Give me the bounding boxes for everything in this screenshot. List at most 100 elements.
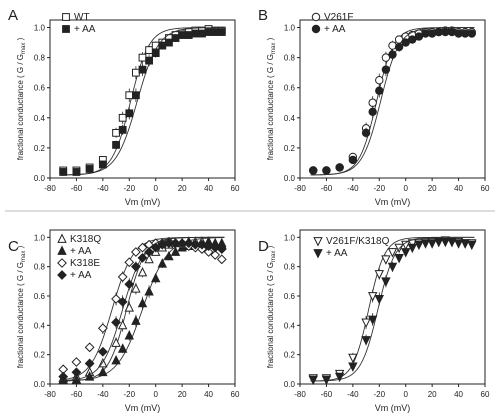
legend-marker bbox=[313, 237, 323, 247]
data-point bbox=[137, 267, 148, 277]
y-tick-label: 0.0 bbox=[34, 174, 46, 183]
legend-marker bbox=[62, 25, 70, 33]
data-point bbox=[112, 140, 120, 149]
data-point bbox=[125, 91, 134, 100]
x-tick-label: 40 bbox=[454, 390, 463, 399]
legend-marker bbox=[57, 270, 67, 280]
data-point bbox=[124, 257, 135, 268]
data-point bbox=[131, 315, 141, 325]
y-tick-label: 0.6 bbox=[34, 84, 46, 93]
data-point bbox=[427, 239, 437, 249]
data-point bbox=[467, 29, 476, 38]
data-point bbox=[151, 49, 160, 58]
data-point bbox=[85, 165, 94, 173]
y-tick-label: 0.8 bbox=[284, 263, 296, 272]
data-point bbox=[335, 163, 344, 172]
data-point bbox=[97, 346, 108, 357]
x-axis-label: Vm (mV) bbox=[125, 197, 161, 207]
x-tick-label: -40 bbox=[97, 390, 109, 399]
x-tick-label: -40 bbox=[347, 390, 359, 399]
data-point bbox=[460, 239, 470, 249]
data-point bbox=[97, 323, 108, 334]
data-point bbox=[118, 113, 127, 122]
data-point bbox=[144, 253, 154, 264]
plot-frame bbox=[299, 19, 486, 179]
panel-b: B -80 -60 -40 -20 0 20 40 60 0.0 0.2 0.4 0.6 0.8 1.0 Vm… bbox=[258, 7, 490, 207]
y-tick-label: 0.0 bbox=[284, 174, 296, 183]
data-point bbox=[131, 283, 141, 293]
legend-marker bbox=[311, 12, 321, 22]
data-point bbox=[183, 238, 194, 249]
data-point bbox=[334, 372, 345, 383]
data-point bbox=[138, 53, 147, 62]
legend-label: K318E bbox=[70, 258, 100, 269]
x-axis-label: Vm (mV) bbox=[375, 197, 411, 207]
data-point bbox=[58, 371, 69, 382]
data-point bbox=[191, 29, 200, 38]
data-point bbox=[124, 302, 134, 312]
data-point bbox=[117, 343, 128, 353]
data-point bbox=[130, 247, 141, 257]
data-point bbox=[467, 240, 477, 251]
data-point bbox=[171, 34, 180, 42]
data-point bbox=[157, 258, 168, 268]
data-point bbox=[145, 56, 154, 65]
data-point bbox=[361, 128, 371, 138]
data-point bbox=[447, 237, 457, 248]
plot-frame bbox=[299, 229, 486, 385]
x-tick-label: -60 bbox=[321, 184, 333, 193]
data-point bbox=[165, 38, 173, 47]
x-tick-label: -20 bbox=[124, 184, 136, 193]
data-point bbox=[124, 279, 135, 290]
panel-letter: D bbox=[258, 238, 269, 255]
data-point bbox=[124, 330, 134, 340]
data-point bbox=[137, 242, 148, 253]
y-tick-label: 0.0 bbox=[284, 380, 296, 389]
panel-a: A -80 -60 -40 -20 0 20 40 60 0.0 0.2 0.4 0.6 0.8 1.0 Vm… bbox=[8, 7, 240, 207]
data-point bbox=[407, 243, 418, 254]
panel-c: C -80 -60 -40 -20 0 20 40 60 0.0 0.2 0.4 0.6 0.8 1.0 Vm… bbox=[8, 229, 240, 413]
data-point bbox=[144, 247, 155, 257]
data-point bbox=[117, 296, 128, 307]
data-point bbox=[309, 166, 318, 175]
x-tick-label: -60 bbox=[321, 390, 333, 399]
data-point bbox=[381, 255, 391, 265]
data-point bbox=[322, 166, 331, 175]
y-tick-label: 0.8 bbox=[34, 54, 46, 63]
data-point bbox=[361, 318, 371, 328]
panel-letter: C bbox=[8, 238, 19, 255]
data-point bbox=[401, 248, 411, 258]
data-point bbox=[203, 241, 214, 252]
data-point bbox=[84, 342, 95, 353]
data-point bbox=[131, 91, 140, 100]
legend-marker bbox=[62, 13, 70, 21]
data-point bbox=[216, 244, 227, 254]
panel-d: D -80 -60 -40 -20 0 20 40 60 0.0 0.2 0.4 0.6 0.8 1.0 Vm… bbox=[258, 229, 490, 413]
data-point bbox=[434, 237, 444, 248]
legend-label: K318Q bbox=[70, 234, 101, 245]
x-tick-label: 0 bbox=[153, 184, 158, 193]
data-point bbox=[368, 107, 377, 116]
data-point bbox=[321, 375, 332, 386]
y-tick-label: 0.8 bbox=[34, 263, 46, 272]
legend-label: + AA bbox=[70, 246, 92, 257]
data-point bbox=[131, 68, 140, 77]
data-point bbox=[178, 31, 187, 39]
x-tick-label: 40 bbox=[204, 390, 213, 399]
legend-label: + AA bbox=[326, 248, 348, 259]
data-point bbox=[151, 272, 161, 283]
data-point bbox=[210, 250, 221, 260]
data-point bbox=[381, 277, 391, 287]
series-circle-open bbox=[309, 26, 476, 176]
data-point bbox=[137, 297, 148, 308]
data-point bbox=[144, 286, 154, 296]
y-tick-label: 0.6 bbox=[34, 292, 46, 301]
data-point bbox=[117, 272, 128, 282]
fit-curve bbox=[310, 236, 475, 382]
x-tick-label: 60 bbox=[481, 184, 490, 193]
panel-letter: B bbox=[258, 7, 268, 24]
data-point bbox=[125, 109, 134, 118]
x-tick-label: 20 bbox=[178, 390, 187, 399]
legend-marker bbox=[311, 24, 321, 34]
x-tick-label: -20 bbox=[374, 184, 386, 193]
